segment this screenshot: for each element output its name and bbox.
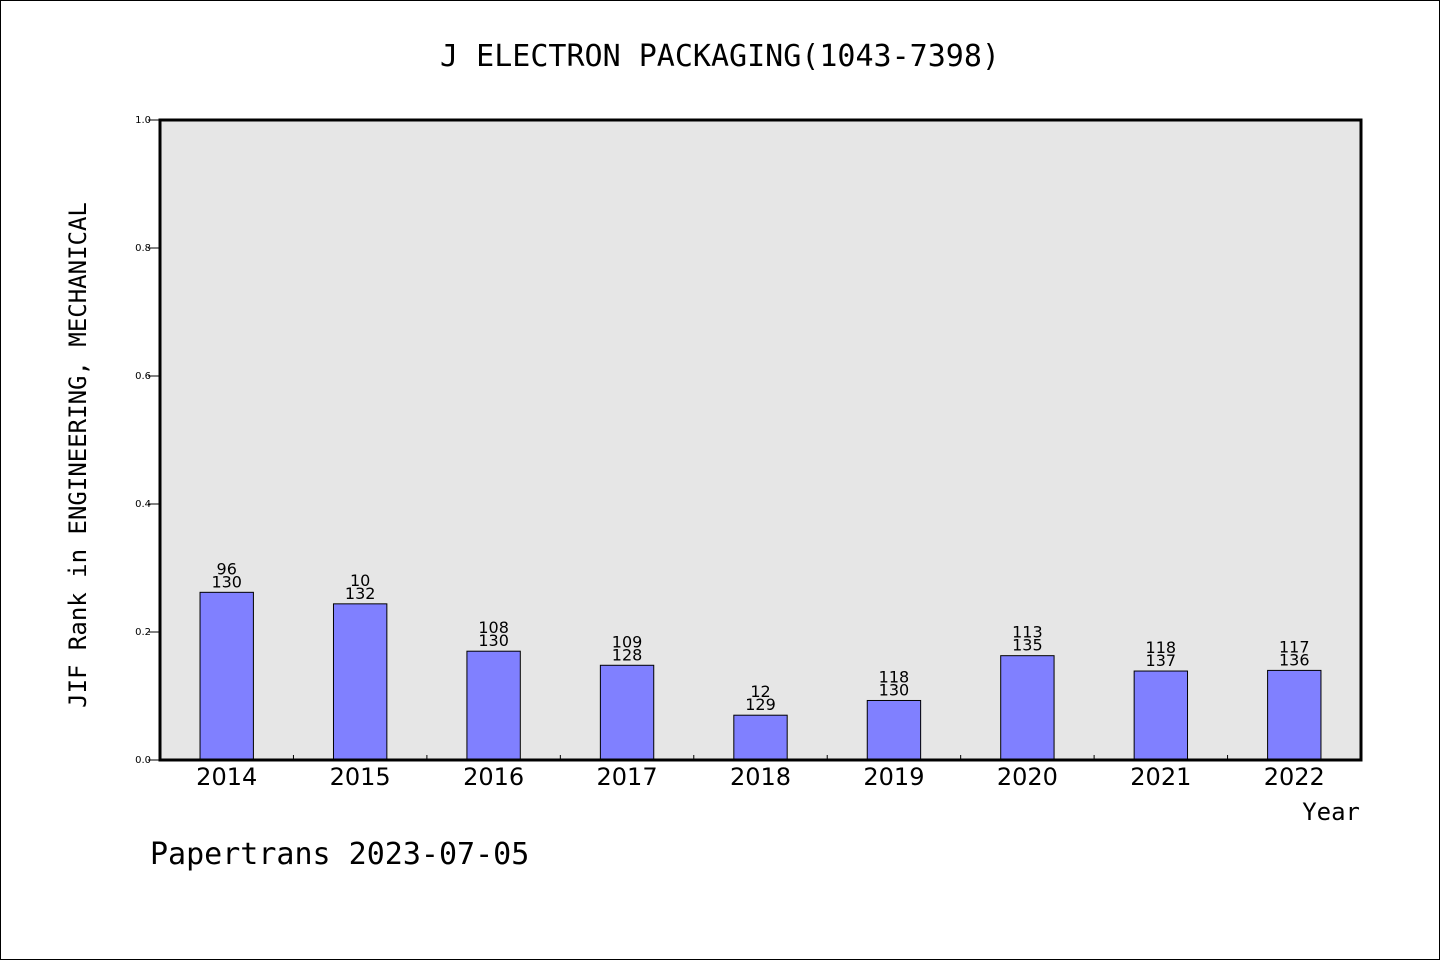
rank-label: 108 [478,618,509,637]
plot-border [158,118,1363,762]
x-tick-label: 2015 [330,763,391,791]
total-label: 130 [478,631,509,650]
bar-2014 [199,591,254,761]
bar-2021 [1133,670,1189,761]
chart-title: J ELECTRON PACKAGING(1043-7398) [440,39,1000,74]
bar-2022 [1267,669,1322,761]
y-tick-label: 0.2 [135,627,151,638]
total-label: 136 [1279,650,1310,669]
bar-2018 [733,714,788,761]
y-axis-title: JIF Rank in ENGINEERING, MECHANICAL [64,202,92,708]
total-label: 137 [1146,651,1177,670]
x-tick-label: 2014 [196,763,257,791]
rank-label: 117 [1279,637,1310,656]
total-label: 129 [745,695,776,714]
rank-label: 10 [350,571,370,590]
x-tick-label: 2021 [1130,763,1191,791]
y-tick-label: 0.6 [135,371,151,382]
y-tick-label: 1.0 [135,115,151,126]
y-tick-label: 0.0 [135,755,151,766]
rank-label: 118 [879,667,910,686]
total-label: 128 [612,645,643,664]
y-tick-label: 0.8 [135,243,151,254]
x-tick-label: 2020 [997,763,1058,791]
rank-label: 12 [750,682,770,701]
total-label: 130 [211,572,242,591]
bar-2015 [332,603,388,761]
x-tick-label: 2022 [1264,763,1325,791]
y-tick-labels: 0.0 0.2 0.4 0.6 0.8 1.0 [135,115,160,766]
bars-group [199,591,1322,761]
x-tick-label: 2017 [597,763,658,791]
bar-2020 [1000,655,1055,761]
total-label: 130 [879,680,910,699]
total-label: 135 [1012,636,1043,655]
bar-2019 [866,699,922,761]
rank-label: 109 [612,632,643,651]
footer-source: Papertrans 2023-07-05 [150,837,529,872]
rank-label: 118 [1146,638,1177,657]
rank-label: 113 [1012,623,1043,642]
bar-2016 [466,650,521,761]
x-tick-label: 2018 [730,763,791,791]
x-tick-label: 2016 [463,763,524,791]
x-tick-labels: 2014 2015 2016 2017 2018 2019 2020 2021 2022 [196,755,1325,791]
bar-2017 [599,664,655,761]
y-tick-label: 0.4 [135,499,151,510]
x-tick-label: 2019 [863,763,924,791]
total-label: 132 [345,584,376,603]
x-axis-title: Year [1302,798,1360,826]
rank-label: 96 [217,559,237,578]
